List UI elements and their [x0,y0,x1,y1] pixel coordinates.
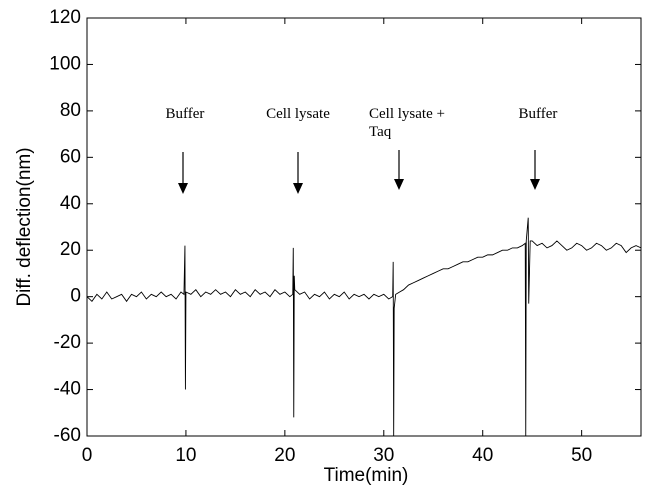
y-tick-label: -40 [54,379,81,400]
y-axis-label: Diff. deflection(nm) [14,147,35,306]
annotation: Cell lysate + [369,106,445,122]
x-axis-label: Time(min) [324,465,409,486]
y-tick-label: 60 [60,146,81,167]
annotation: Taq [369,124,392,140]
y-tick-label: 100 [49,53,81,74]
annotation: Cell lysate [266,106,330,122]
arrow-head [178,183,188,194]
x-tick-label: 40 [472,445,493,466]
x-tick-label: 0 [82,445,93,466]
arrows [182,150,536,186]
arrow-head [394,179,404,190]
plot-frame [86,17,642,437]
arrow-head [530,179,540,190]
y-tick-label: -20 [54,332,81,353]
y-tick-label: 80 [60,100,81,121]
y-tick-label: 20 [60,239,81,260]
y-tick-label: -60 [54,425,81,446]
x-tick-label: 10 [175,445,196,466]
x-tick-label: 30 [373,445,394,466]
data-line [86,217,642,437]
x-tick-label: 20 [274,445,295,466]
y-tick-label: 40 [60,193,81,214]
annotation: Buffer [166,106,205,122]
y-tick-label: 120 [49,7,81,28]
x-tick-label: 50 [571,445,592,466]
annotation: Buffer [519,106,558,122]
arrow-head [293,183,303,194]
y-tick-label: 0 [70,286,81,307]
annotations: Buffer Cell lysate Cell lysate + Taq Buf… [166,106,558,194]
arrow-heads [178,179,540,194]
